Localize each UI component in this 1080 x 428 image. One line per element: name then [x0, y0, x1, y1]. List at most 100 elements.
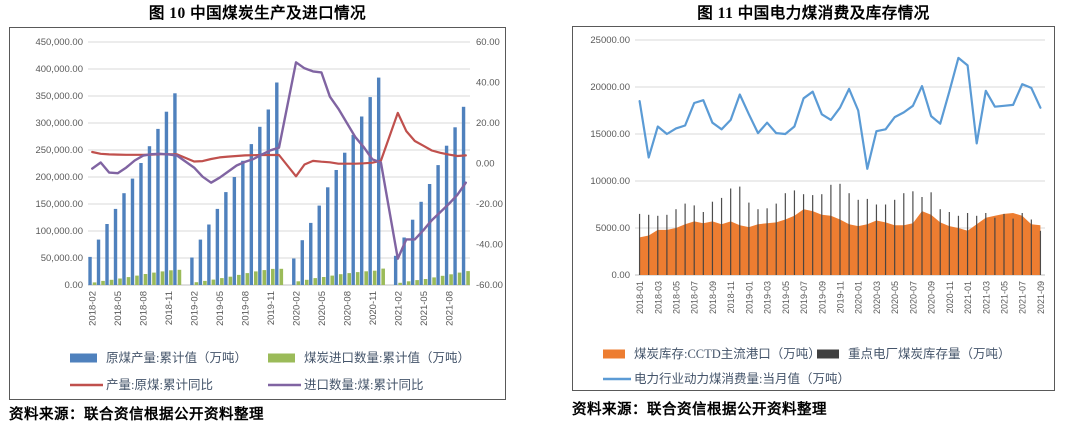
x-axis-tick-label: 2018-01	[635, 281, 645, 314]
bar	[241, 160, 245, 285]
bar	[675, 209, 677, 275]
bar	[444, 145, 449, 285]
bar	[173, 93, 177, 285]
figure11-chart-svg: 0.00 5000.00 10000.00 15000.00 20000.00 25000…	[590, 35, 1046, 386]
bar	[402, 237, 406, 285]
y-axis-right-tick-label: -20.00	[476, 199, 503, 210]
bar	[432, 277, 436, 285]
y-axis-left-tick-label: 100,000.00	[35, 226, 83, 237]
bar	[857, 199, 859, 275]
legend-label: 重点电厂煤炭库存量（万吨）	[848, 346, 1011, 361]
bar	[355, 272, 360, 285]
bar	[702, 212, 704, 275]
bar	[711, 201, 714, 275]
bar	[381, 268, 385, 285]
y-axis-right-tick-label: 0.00	[476, 159, 495, 170]
bar	[249, 144, 254, 285]
x-axis-tick-label: 2020-07	[908, 281, 918, 314]
bar	[364, 271, 368, 285]
figure10-source: 资料来源：联合资信根据公开资料整理	[9, 407, 264, 423]
bar	[985, 213, 987, 275]
legend-label: 电力行业动力煤消费量:当月值（万吨）	[634, 371, 850, 386]
x-axis-tick-label: 2020-03	[872, 281, 882, 314]
bar	[436, 165, 440, 285]
bar	[279, 268, 284, 285]
bar	[1030, 219, 1032, 275]
x-axis-tick-label: 2019-05	[781, 281, 791, 314]
bar	[793, 190, 796, 275]
bar	[866, 198, 868, 275]
x-axis-tick-label: 2019-11	[266, 291, 277, 325]
y-axis-left-tick-label: 25000.00	[590, 35, 630, 46]
legend-label: 进口数量:煤:累计同比	[304, 377, 423, 392]
bar	[113, 208, 118, 285]
bar	[894, 199, 896, 275]
x-axis-tick-label: 2019-01	[744, 281, 754, 314]
bar	[903, 193, 905, 275]
y-axis-right-tick-label: -60.00	[476, 280, 503, 291]
bar	[309, 222, 313, 285]
bar	[122, 193, 126, 285]
legend-bar-swatch	[70, 353, 97, 363]
bar	[784, 193, 786, 275]
bar	[457, 272, 462, 285]
bar	[657, 215, 659, 275]
x-axis-tick-label: 2020-01	[854, 281, 864, 314]
bar	[321, 277, 326, 285]
bar	[775, 203, 777, 275]
y-axis-left-tick-label: 200,000.00	[35, 172, 83, 183]
bar	[343, 152, 347, 285]
x-axis-tick-label: 2020-05	[317, 291, 328, 326]
bar	[419, 201, 423, 285]
bar	[948, 212, 950, 275]
bar	[313, 278, 318, 285]
y-axis-left-tick-label: 10000.00	[590, 176, 630, 187]
x-axis-tick-label: 2018-03	[653, 281, 663, 314]
y-axis-left-tick-label: 15000.00	[590, 129, 630, 140]
bar	[220, 278, 224, 285]
bar	[957, 215, 960, 275]
bar	[109, 279, 114, 285]
bar-series-1	[92, 268, 470, 285]
bar	[304, 279, 309, 285]
x-axis-tick-label: 2020-02	[292, 291, 303, 326]
x-axis-tick-label: 2019-05	[215, 291, 226, 326]
bar	[976, 215, 978, 275]
y-axis-left-tick-label: 5000.00	[596, 223, 630, 234]
bar	[160, 271, 165, 285]
bar	[372, 270, 377, 285]
bar	[461, 106, 466, 285]
x-axis-tick-label: 2021-02	[393, 291, 404, 326]
bar	[237, 274, 241, 285]
y-axis-left-tick-label: 450,000.00	[35, 37, 83, 48]
figure11-source: 资料来源：联合资信根据公开资料整理	[572, 402, 827, 418]
bar	[453, 127, 457, 285]
bar	[720, 197, 723, 275]
bar	[802, 194, 805, 275]
bar	[368, 97, 372, 285]
bar	[105, 224, 109, 285]
bar	[317, 205, 321, 285]
y-axis-left-tick-label: 400,000.00	[35, 64, 83, 75]
bar	[232, 177, 237, 285]
bar	[875, 204, 878, 275]
legend-bar-swatch	[268, 353, 295, 363]
bar	[338, 274, 343, 285]
x-axis-tick-label: 2020-11	[945, 281, 955, 313]
x-axis-tick-label: 2020-05	[890, 281, 900, 314]
bar	[994, 217, 996, 275]
x-axis-tick-label: 2021-01	[963, 281, 973, 314]
bar	[254, 271, 258, 285]
bar	[839, 183, 841, 275]
bar	[393, 255, 398, 285]
bar	[884, 204, 887, 275]
bar	[152, 272, 156, 285]
bar	[351, 134, 355, 285]
bar	[190, 257, 194, 285]
bar	[147, 146, 152, 285]
x-axis-tick-label: 2019-02	[190, 291, 201, 326]
y-axis-right-tick-label: 60.00	[476, 37, 500, 48]
bar	[118, 278, 122, 285]
bar	[96, 239, 101, 285]
